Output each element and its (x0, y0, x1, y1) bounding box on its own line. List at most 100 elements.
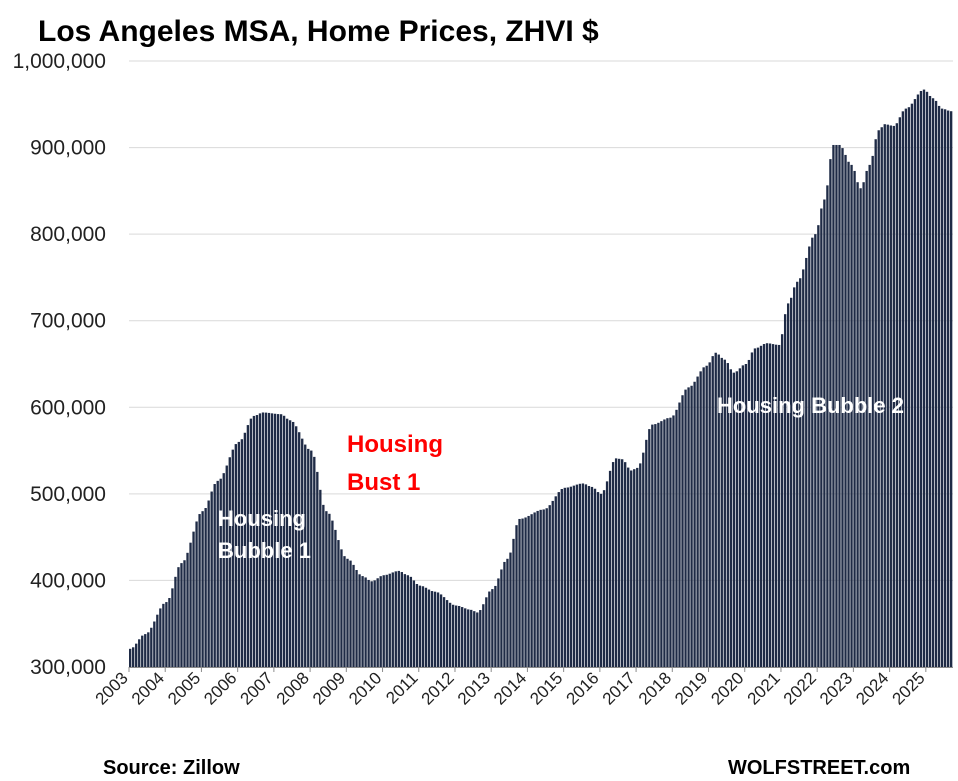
bar (542, 509, 545, 667)
y-axis-ticks: 300,000 400,000 500,000 600,000 700,000 800,0… (13, 50, 106, 679)
bar (461, 607, 464, 667)
bar (536, 510, 539, 667)
x-tick-label: 2010 (345, 668, 385, 708)
bar (783, 314, 787, 667)
bar (355, 570, 358, 667)
bar (479, 610, 482, 667)
annotation-bust-1-line-2: Bust 1 (347, 469, 420, 496)
bar (246, 425, 250, 667)
bar (608, 470, 612, 667)
bar (898, 117, 902, 667)
bar (916, 94, 920, 667)
bar (237, 441, 241, 667)
x-tick-label: 2023 (816, 668, 856, 708)
bar (201, 511, 204, 667)
x-tick-label: 2007 (237, 668, 277, 708)
bar (826, 185, 829, 667)
bar (777, 344, 781, 667)
bar (723, 359, 726, 667)
bar (847, 161, 850, 667)
bar (439, 594, 443, 667)
bar (279, 414, 283, 667)
bar (669, 417, 672, 667)
bar (596, 492, 600, 667)
x-tick-label: 2011 (382, 668, 421, 707)
bar (844, 154, 847, 667)
bar (243, 432, 247, 667)
bars (129, 89, 953, 668)
bar (874, 139, 877, 668)
bar (415, 584, 419, 667)
bar (786, 303, 790, 667)
bar (744, 364, 748, 667)
bar (925, 91, 929, 667)
bar (144, 634, 147, 667)
bar (485, 597, 488, 667)
bar (192, 531, 195, 667)
bar (790, 297, 793, 667)
bar (587, 486, 591, 667)
bar (711, 356, 714, 667)
bar (768, 343, 772, 667)
bar (865, 170, 868, 667)
bar (527, 515, 530, 667)
bar (627, 467, 630, 667)
bar (593, 488, 597, 667)
bar (216, 480, 219, 667)
bar (838, 144, 841, 668)
bar (832, 144, 835, 668)
bar (605, 481, 609, 667)
bar (620, 459, 624, 667)
bar (454, 605, 458, 667)
bar (234, 444, 237, 667)
bar (678, 402, 681, 667)
bar (482, 604, 485, 667)
x-tick-label: 2020 (707, 668, 747, 708)
bar (491, 589, 494, 667)
bar (642, 452, 645, 667)
bar (868, 164, 871, 667)
bar (370, 581, 373, 667)
bar (225, 465, 228, 667)
bar (512, 538, 515, 667)
y-tick-label: 700,000 (30, 310, 106, 333)
bar (687, 387, 690, 667)
bar (696, 376, 699, 667)
bar (808, 246, 811, 668)
bar (793, 287, 796, 667)
bar (331, 520, 334, 667)
bar (663, 419, 666, 667)
y-tick-label: 1,000,000 (13, 50, 106, 73)
bar (258, 413, 262, 667)
y-tick-label: 900,000 (30, 137, 106, 160)
bar (892, 125, 895, 668)
y-tick-label: 600,000 (30, 396, 106, 419)
bar (361, 576, 364, 667)
bar (569, 486, 573, 667)
bar (949, 111, 953, 667)
bar (934, 100, 938, 668)
bar (301, 438, 304, 667)
bar (817, 225, 820, 668)
bar (298, 432, 301, 667)
bar (853, 170, 856, 667)
y-tick-label: 300,000 (30, 656, 106, 679)
bar (913, 99, 917, 668)
bar (334, 529, 337, 667)
source-label: Source: Zillow (103, 757, 240, 779)
bar (802, 269, 805, 667)
bar (657, 422, 660, 667)
bar (693, 381, 696, 667)
bar (255, 415, 259, 667)
y-tick-label: 500,000 (30, 483, 106, 506)
bar (602, 490, 606, 667)
bar (494, 585, 497, 667)
bar (150, 627, 153, 667)
bar (617, 458, 621, 667)
bar (433, 591, 437, 667)
bar (729, 369, 732, 667)
bar (681, 395, 684, 667)
bar (349, 560, 352, 667)
bar (708, 362, 711, 667)
bar (464, 608, 467, 667)
